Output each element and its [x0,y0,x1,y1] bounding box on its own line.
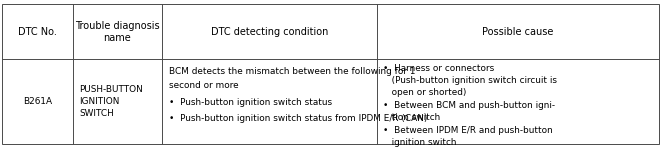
Text: (Push-button ignition switch circuit is: (Push-button ignition switch circuit is [383,76,557,85]
Text: DTC No.: DTC No. [18,27,57,37]
Text: •  Between IPDM E/R and push-button: • Between IPDM E/R and push-button [383,126,553,135]
Text: tion switch: tion switch [383,113,441,122]
Text: DTC detecting condition: DTC detecting condition [211,27,328,37]
Text: •  Harness or connectors: • Harness or connectors [383,64,494,73]
Text: •  Between BCM and push-button igni-: • Between BCM and push-button igni- [383,101,555,110]
Text: Trouble diagnosis
name: Trouble diagnosis name [75,21,160,43]
Text: Possible cause: Possible cause [483,27,553,37]
Text: ignition switch: ignition switch [383,138,457,147]
Text: •  Push-button ignition switch status: • Push-button ignition switch status [169,98,332,107]
Text: BCM detects the mismatch between the following for 1: BCM detects the mismatch between the fol… [169,67,415,76]
Text: PUSH-BUTTON
IGNITION
SWITCH: PUSH-BUTTON IGNITION SWITCH [79,85,143,118]
Text: second or more: second or more [169,81,238,90]
Text: open or shorted): open or shorted) [383,88,467,97]
Text: •  Push-button ignition switch status from IPDM E/R (CAN): • Push-button ignition switch status fro… [169,114,427,123]
Text: B261A: B261A [22,97,52,106]
